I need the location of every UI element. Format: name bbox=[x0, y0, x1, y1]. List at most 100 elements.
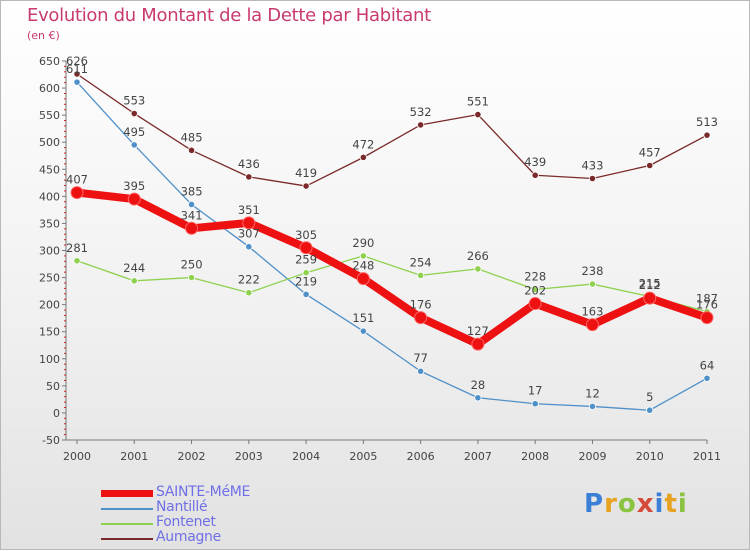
data-point bbox=[302, 269, 310, 277]
x-tick-label: 2008 bbox=[521, 450, 549, 463]
data-point bbox=[73, 70, 81, 78]
data-point bbox=[187, 200, 196, 209]
y-tick-label: 50 bbox=[46, 380, 60, 393]
data-point bbox=[703, 131, 711, 139]
data-label: 151 bbox=[352, 311, 374, 325]
data-point bbox=[130, 277, 138, 285]
y-tick-label: 550 bbox=[39, 109, 60, 122]
data-point bbox=[417, 367, 425, 375]
data-point bbox=[359, 252, 367, 260]
legend-label: SAINTE-MéME bbox=[156, 484, 251, 500]
data-label: 163 bbox=[581, 305, 603, 319]
legend-swatch bbox=[101, 523, 153, 525]
data-label: 244 bbox=[123, 261, 145, 275]
data-label: 5 bbox=[646, 390, 653, 404]
data-label: 228 bbox=[524, 269, 546, 283]
logo-letter: P bbox=[584, 489, 605, 519]
data-point bbox=[187, 146, 196, 154]
data-point bbox=[703, 374, 711, 382]
data-label: 472 bbox=[352, 137, 374, 151]
data-label: 290 bbox=[352, 236, 374, 250]
logo-letter: r bbox=[604, 489, 618, 519]
data-label: 77 bbox=[413, 351, 428, 365]
data-label: 385 bbox=[181, 184, 203, 198]
data-label: 176 bbox=[696, 298, 718, 312]
x-tick-label: 2001 bbox=[120, 450, 148, 463]
data-label: 419 bbox=[295, 166, 317, 180]
legend-label: Fontenet bbox=[156, 514, 216, 530]
data-point bbox=[73, 78, 81, 86]
data-label: 254 bbox=[410, 255, 432, 269]
series-line bbox=[76, 81, 708, 411]
x-tick-label: 2000 bbox=[63, 450, 91, 463]
data-label: 219 bbox=[295, 274, 317, 288]
x-tick-label: 2011 bbox=[693, 450, 721, 463]
data-point bbox=[245, 289, 253, 297]
data-point bbox=[700, 311, 714, 325]
data-label: 202 bbox=[524, 284, 546, 298]
data-point bbox=[356, 272, 370, 286]
data-label: 485 bbox=[181, 130, 203, 144]
data-point bbox=[646, 161, 654, 170]
data-label: 495 bbox=[123, 125, 145, 139]
data-point bbox=[528, 297, 542, 311]
data-point bbox=[130, 109, 138, 118]
data-point bbox=[242, 216, 256, 230]
y-tick-label: 250 bbox=[39, 272, 60, 285]
y-tick-label: 450 bbox=[39, 163, 60, 176]
data-point bbox=[359, 153, 367, 161]
data-point bbox=[531, 285, 539, 294]
data-label: 259 bbox=[295, 253, 317, 267]
series-line bbox=[76, 73, 708, 187]
legend-label: Nantillé bbox=[156, 499, 208, 515]
data-point bbox=[585, 318, 599, 332]
data-point bbox=[474, 111, 482, 119]
data-point bbox=[127, 192, 141, 206]
data-label: 439 bbox=[524, 155, 546, 169]
data-point bbox=[531, 171, 539, 179]
x-tick-label: 2005 bbox=[349, 450, 377, 463]
logo-letter: x bbox=[636, 489, 655, 519]
data-label: 17 bbox=[528, 384, 543, 398]
x-tick-label: 2007 bbox=[464, 450, 492, 463]
data-label: 611 bbox=[66, 62, 88, 76]
data-label: 222 bbox=[238, 273, 260, 287]
logo-letter: t bbox=[664, 489, 678, 519]
data-point bbox=[588, 280, 597, 288]
data-point bbox=[417, 121, 425, 129]
chart-title: Evolution du Montant de la Dette par Hab… bbox=[27, 5, 431, 26]
logo-letter: i bbox=[654, 489, 665, 519]
data-label: 248 bbox=[352, 259, 374, 273]
x-tick-label: 2002 bbox=[178, 450, 206, 463]
data-point bbox=[130, 141, 138, 149]
data-label: 215 bbox=[639, 277, 661, 291]
data-label: 351 bbox=[238, 203, 260, 217]
data-label: 513 bbox=[696, 115, 718, 129]
y-tick-label: 200 bbox=[39, 299, 60, 312]
data-point bbox=[73, 257, 81, 265]
y-tick-label: 600 bbox=[39, 82, 60, 95]
logo-letter: o bbox=[617, 489, 637, 519]
data-label: 305 bbox=[295, 228, 317, 242]
series-line bbox=[76, 255, 708, 313]
data-label: 266 bbox=[467, 249, 489, 263]
y-tick-label: 650 bbox=[39, 55, 60, 68]
data-label: 307 bbox=[238, 227, 260, 241]
data-label: 436 bbox=[238, 157, 260, 171]
data-point bbox=[643, 291, 657, 305]
data-point bbox=[185, 221, 199, 235]
data-label: 176 bbox=[410, 298, 432, 312]
legend-label: Aumagne bbox=[156, 529, 221, 545]
data-label: 553 bbox=[123, 94, 145, 108]
data-label: 238 bbox=[581, 264, 603, 278]
data-point bbox=[359, 327, 367, 335]
data-point bbox=[302, 182, 310, 190]
chart-subtitle: (en €) bbox=[27, 29, 60, 42]
series-line bbox=[76, 188, 709, 349]
data-point bbox=[646, 406, 654, 414]
legend-swatch bbox=[101, 490, 153, 497]
data-label: 407 bbox=[66, 173, 88, 187]
x-tick-label: 2004 bbox=[292, 450, 320, 463]
y-tick-label: -50 bbox=[42, 434, 60, 447]
